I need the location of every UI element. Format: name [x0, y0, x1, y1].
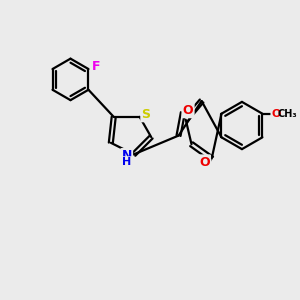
Text: O: O	[199, 156, 210, 169]
Text: CH₃: CH₃	[278, 109, 297, 119]
Text: S: S	[142, 108, 151, 121]
Text: O: O	[272, 109, 281, 119]
Text: F: F	[92, 60, 101, 73]
Text: H: H	[122, 158, 131, 167]
Text: N: N	[122, 149, 132, 162]
Text: O: O	[183, 104, 194, 117]
